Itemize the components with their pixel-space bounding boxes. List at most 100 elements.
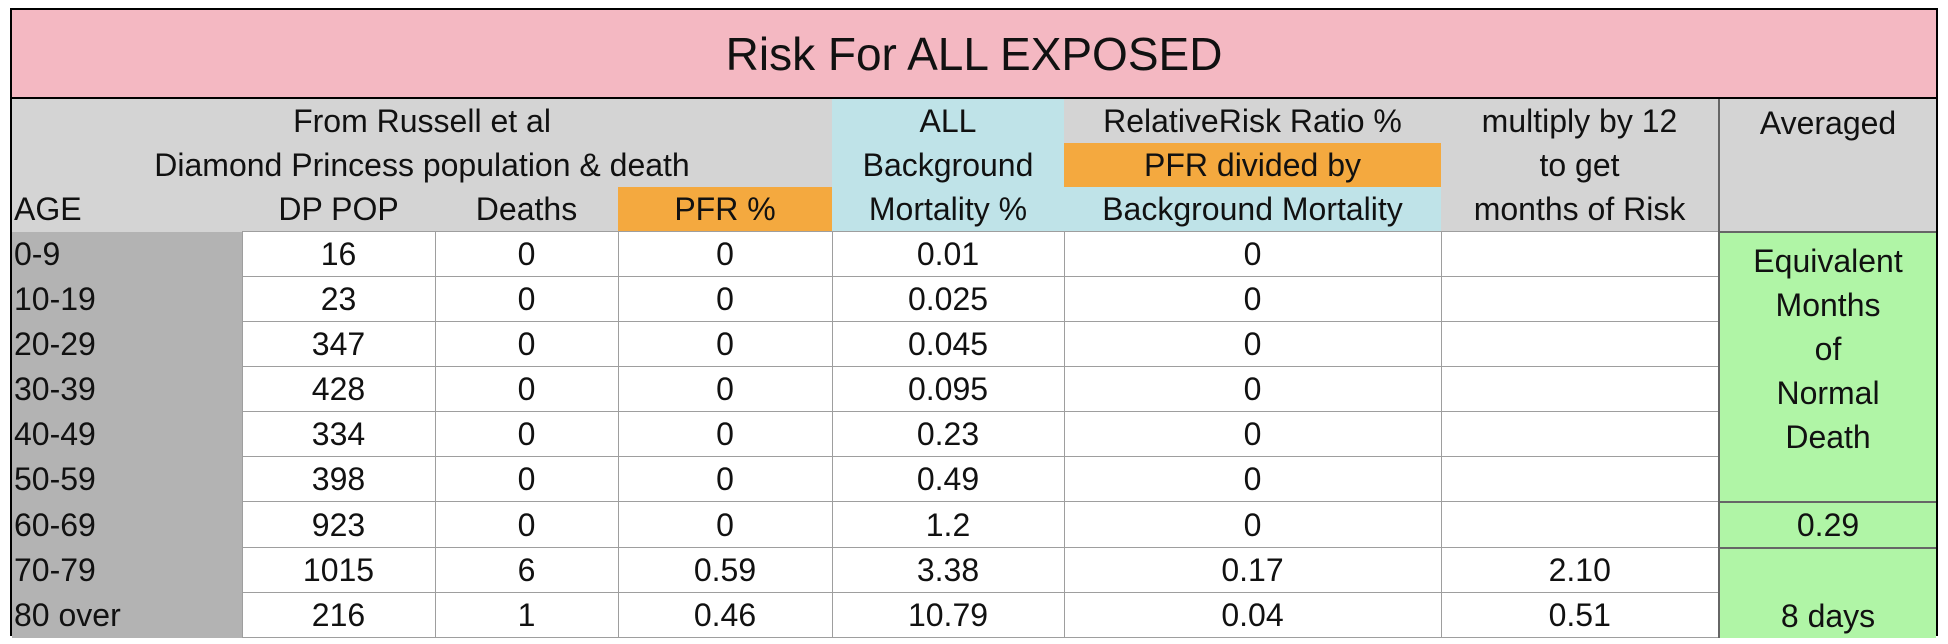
column-header-age: AGE	[12, 187, 242, 232]
relative-risk-cell: 0	[1063, 501, 1442, 548]
table-row: 20-29 347 0 0 0.045 0	[12, 321, 1936, 367]
background-cell: 0.095	[831, 366, 1065, 412]
months-cell	[1440, 276, 1720, 322]
age-cell: 50-59	[12, 456, 242, 502]
pfr-cell: 0	[617, 366, 833, 412]
pfr-cell: 0	[617, 456, 833, 502]
header-row-1: From Russell et al ALL RelativeRisk Rati…	[12, 98, 1937, 232]
age-cell: 40-49	[12, 411, 242, 457]
background-cell: 0.045	[831, 321, 1065, 367]
equivalent-label-line: Normal	[1776, 374, 1880, 411]
months-cell	[1440, 456, 1720, 502]
pfr-cell: 0	[617, 321, 833, 367]
months-cell	[1440, 231, 1720, 277]
pop-cell: 334	[241, 411, 436, 457]
header-row-3: AGE DP POP Deaths PFR % Mortality % Back…	[12, 187, 1936, 232]
age-cell: 20-29	[12, 321, 242, 367]
source-header-line2: Diamond Princess population & death	[12, 143, 832, 187]
background-cell: 0.23	[831, 411, 1065, 457]
relative-risk-cell: 0	[1063, 231, 1442, 277]
pop-cell: 347	[241, 321, 436, 367]
months-cell	[1440, 501, 1720, 548]
risk-table: Risk For ALL EXPOSED From Russell et al …	[12, 10, 1937, 638]
title-row: Risk For ALL EXPOSED	[12, 10, 1937, 99]
pfr-cell: 0	[617, 276, 833, 322]
multiply-header-line1: multiply by 12	[1441, 98, 1719, 143]
pfr-cell: 0	[617, 411, 833, 457]
pfr-cell: 0.59	[617, 547, 833, 593]
table-title: Risk For ALL EXPOSED	[12, 10, 1937, 99]
months-cell: 0.51	[1440, 592, 1720, 638]
age-cell: 70-79	[12, 547, 242, 593]
deaths-cell: 0	[434, 366, 619, 412]
pfr-cell: 0	[617, 501, 833, 548]
spreadsheet: Risk For ALL EXPOSED From Russell et al …	[10, 8, 1938, 638]
equivalent-label-line: Months	[1775, 286, 1881, 323]
background-cell: 1.2	[831, 501, 1065, 548]
age-cell: 30-39	[12, 366, 242, 412]
deaths-cell: 0	[434, 276, 619, 322]
pfr-cell: 0.46	[617, 592, 833, 638]
relative-risk-cell: 0	[1063, 411, 1442, 457]
relative-risk-header-line3: Background Mortality	[1064, 187, 1441, 232]
deaths-cell: 6	[434, 547, 619, 593]
deaths-cell: 0	[434, 321, 619, 367]
months-cell: 2.10	[1440, 547, 1720, 593]
relative-risk-cell: 0.17	[1063, 547, 1442, 593]
relative-risk-header-line1: RelativeRisk Ratio %	[1064, 98, 1441, 143]
averaged-months-value: 0.29	[1717, 500, 1937, 549]
column-header-pop: DP POP	[242, 187, 435, 232]
averaged-days-value: 8 days	[1717, 546, 1937, 638]
pop-cell: 1015	[241, 547, 436, 593]
background-cell: 0.025	[831, 276, 1065, 322]
table-row: 0-9 16 0 0 0.01 0 Equivalent Months of N…	[12, 230, 1937, 503]
background-header-line1: ALL	[832, 98, 1064, 143]
pfr-cell: 0	[617, 231, 833, 277]
pop-cell: 16	[241, 231, 436, 277]
column-header-pfr: PFR %	[618, 187, 832, 232]
pop-cell: 23	[241, 276, 436, 322]
header-row-2: Diamond Princess population & death Back…	[12, 143, 1936, 187]
relative-risk-cell: 0	[1063, 456, 1442, 502]
multiply-header-line2: to get	[1441, 143, 1719, 187]
age-cell: 80 over	[12, 592, 242, 638]
deaths-cell: 0	[434, 456, 619, 502]
relative-risk-cell: 0.04	[1063, 592, 1442, 638]
background-cell: 3.38	[831, 547, 1065, 593]
deaths-cell: 0	[434, 231, 619, 277]
equivalent-label-line: of	[1814, 330, 1842, 367]
background-header-line2: Background	[832, 143, 1064, 187]
age-cell: 60-69	[12, 501, 242, 548]
background-header-line3: Mortality %	[832, 187, 1064, 232]
table-row: 50-59 398 0 0 0.49 0	[12, 456, 1936, 502]
table-row: 40-49 334 0 0 0.23 0	[12, 411, 1936, 457]
table-row: 80 over 216 1 0.46 10.79 0.04 0.51	[12, 592, 1936, 638]
multiply-header-line3: months of Risk	[1441, 187, 1719, 232]
equivalent-label-line: Death	[1785, 418, 1871, 455]
pop-cell: 216	[241, 592, 436, 638]
equivalent-label-line: Equivalent	[1753, 242, 1903, 279]
deaths-cell: 0	[434, 501, 619, 548]
source-header-line1: From Russell et al	[12, 98, 832, 143]
pop-cell: 428	[241, 366, 436, 412]
equivalent-months-label: Equivalent Months of Normal Death	[1717, 230, 1937, 503]
background-cell: 0.49	[831, 456, 1065, 502]
age-cell: 0-9	[12, 231, 242, 277]
pop-cell: 398	[241, 456, 436, 502]
age-cell: 10-19	[12, 276, 242, 322]
deaths-cell: 1	[434, 592, 619, 638]
pop-cell: 923	[241, 501, 436, 548]
table-row: 30-39 428 0 0 0.095 0	[12, 366, 1936, 412]
column-header-deaths: Deaths	[435, 187, 618, 232]
relative-risk-header-line2: PFR divided by	[1064, 143, 1441, 187]
months-cell	[1440, 411, 1720, 457]
relative-risk-cell: 0	[1063, 276, 1442, 322]
table-row: 70-79 1015 6 0.59 3.38 0.17 2.10 8 days	[12, 546, 1937, 638]
deaths-cell: 0	[434, 411, 619, 457]
table-row: 60-69 923 0 0 1.2 0 0.29	[12, 500, 1937, 549]
months-cell	[1440, 321, 1720, 367]
background-cell: 0.01	[831, 231, 1065, 277]
background-cell: 10.79	[831, 592, 1065, 638]
months-cell	[1440, 366, 1720, 412]
relative-risk-cell: 0	[1063, 366, 1442, 412]
